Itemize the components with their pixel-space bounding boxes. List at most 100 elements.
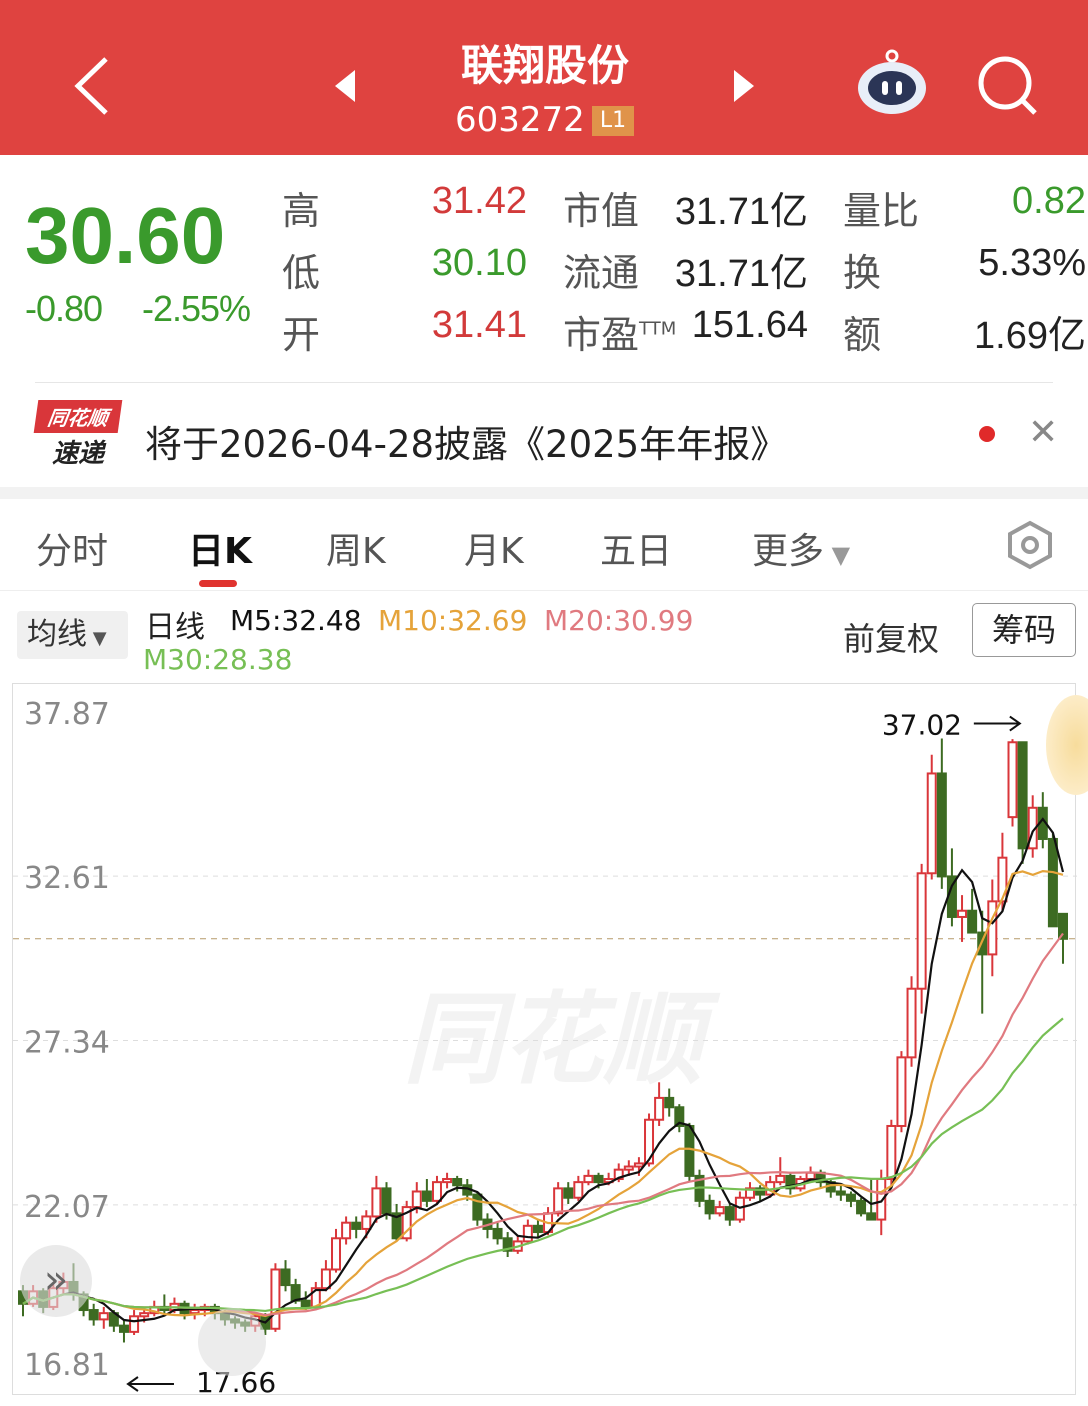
candle-down	[290, 1284, 301, 1302]
tab-1[interactable]: 日K	[188, 522, 252, 574]
app-header: 联翔股份 603272 L1	[0, 0, 1088, 155]
expand-chevrons-icon[interactable]: »	[20, 1245, 92, 1317]
stat-label: 额	[843, 313, 882, 357]
candle-up	[553, 1187, 564, 1215]
candle-up	[320, 1268, 331, 1290]
y-tick-label: 22.07	[24, 1190, 110, 1225]
candle-down	[1047, 837, 1058, 928]
candle-up	[916, 872, 927, 990]
stat-label: 市盈TTM	[563, 304, 676, 359]
ma10-value: M10:32.69	[378, 604, 528, 637]
settings-hexagon-icon[interactable]	[1005, 520, 1055, 570]
tab-2[interactable]: 周K	[326, 522, 386, 574]
dropdown-triangle-icon: ▼	[824, 541, 851, 569]
candle-down	[88, 1309, 99, 1321]
kline-chart[interactable]: 同花顺 37.87 32.61 27.34 22.07 16.81 37.02 17.66	[12, 683, 1077, 1399]
current-price: 30.60	[25, 191, 226, 280]
candle-up	[896, 1056, 907, 1127]
ma30-value: M30:28.38	[143, 643, 293, 676]
tab-3[interactable]: 月K	[464, 522, 524, 574]
logo-top-text: 同花顺	[33, 400, 123, 433]
tab-0[interactable]: 分时	[36, 522, 108, 574]
candle-up	[401, 1206, 412, 1240]
candle-up	[129, 1315, 140, 1333]
ths-express-logo: 同花顺 速递	[33, 400, 123, 469]
candle-up	[270, 1268, 281, 1330]
divider	[0, 590, 1088, 591]
stat-value: 151.64	[691, 304, 808, 346]
stat-label: 市值	[563, 180, 639, 235]
section-separator	[0, 487, 1088, 499]
tab-label: 周K	[326, 531, 386, 572]
stat-label: 开	[282, 313, 321, 357]
stat-label-text: 流通	[563, 251, 640, 295]
candle-up	[654, 1096, 665, 1121]
tab-label: 月K	[464, 531, 524, 572]
notice-text[interactable]: 将于2026-04-28披露《2025年年报》	[145, 423, 788, 466]
stat-value: 31.71亿	[674, 191, 808, 233]
tab-label: 分时	[36, 531, 109, 572]
candle-up	[189, 1309, 200, 1315]
candle-down	[664, 1096, 675, 1109]
candle-down	[1058, 912, 1068, 940]
ma10-line	[22, 869, 1064, 1318]
ttm-superscript: TTM	[639, 318, 677, 340]
candle-up	[906, 987, 917, 1059]
divider	[35, 382, 1053, 383]
candle-up	[431, 1181, 442, 1202]
stat-label: 换	[843, 251, 882, 295]
close-notice-icon[interactable]: ✕	[1028, 412, 1059, 453]
candle-up	[139, 1312, 150, 1318]
y-tick-label: 37.87	[24, 697, 110, 732]
candle-down	[856, 1199, 867, 1215]
candle-down	[421, 1190, 432, 1202]
stat-value: 0.82	[1012, 180, 1086, 222]
tab-4[interactable]: 五日	[600, 522, 672, 574]
candle-up	[573, 1181, 584, 1199]
stat-value: 31.41	[431, 304, 527, 346]
stock-name: 联翔股份	[460, 41, 629, 90]
candle-down	[502, 1237, 513, 1252]
candle-down	[835, 1190, 846, 1196]
y-tick-label: 16.81	[24, 1348, 110, 1383]
next-stock-icon[interactable]	[732, 68, 756, 104]
robot-assistant-icon[interactable]	[855, 48, 929, 116]
ma20-value: M20:30.99	[544, 604, 694, 637]
stat-value: 30.10	[431, 242, 527, 284]
back-icon[interactable]	[72, 55, 112, 117]
candle-down	[967, 909, 978, 934]
candle-down	[563, 1187, 574, 1199]
candle-down	[674, 1106, 685, 1127]
y-tick-label: 27.34	[24, 1026, 110, 1061]
stat-value: 1.69亿	[974, 315, 1086, 357]
period-label: 日线	[145, 610, 205, 645]
candle-down	[755, 1187, 766, 1196]
ma-select-label: 均线	[27, 617, 87, 652]
high-annotation: 37.02	[882, 709, 962, 742]
previous-stock-icon[interactable]	[333, 68, 357, 104]
candle-down	[785, 1174, 796, 1190]
level-badge: L1	[592, 106, 634, 136]
candle-up	[775, 1174, 786, 1184]
floating-coin-widget[interactable]	[1046, 695, 1088, 795]
candle-up	[714, 1206, 725, 1215]
candle-down	[936, 772, 947, 878]
ma-select-button[interactable]: 均线 ▼	[17, 611, 128, 659]
candle-up	[583, 1174, 594, 1184]
forward-adjust-toggle[interactable]: 前复权	[843, 620, 940, 658]
candle-down	[351, 1221, 362, 1230]
candle-down	[280, 1268, 291, 1287]
chips-button[interactable]: 筹码	[972, 603, 1076, 657]
stat-value: 5.33%	[978, 242, 1086, 284]
tab-5[interactable]: 更多 ▼	[752, 522, 850, 574]
candle-down	[492, 1227, 503, 1240]
candle-up	[341, 1221, 352, 1240]
candle-down	[532, 1224, 543, 1234]
search-icon[interactable]	[977, 55, 1041, 119]
dropdown-triangle-icon: ▼	[87, 628, 107, 649]
stat-label-text: 市盈	[563, 313, 640, 357]
crosshair-toggle-button[interactable]	[198, 1308, 266, 1376]
candle-up	[411, 1190, 422, 1209]
stat-label: 低	[282, 251, 321, 295]
